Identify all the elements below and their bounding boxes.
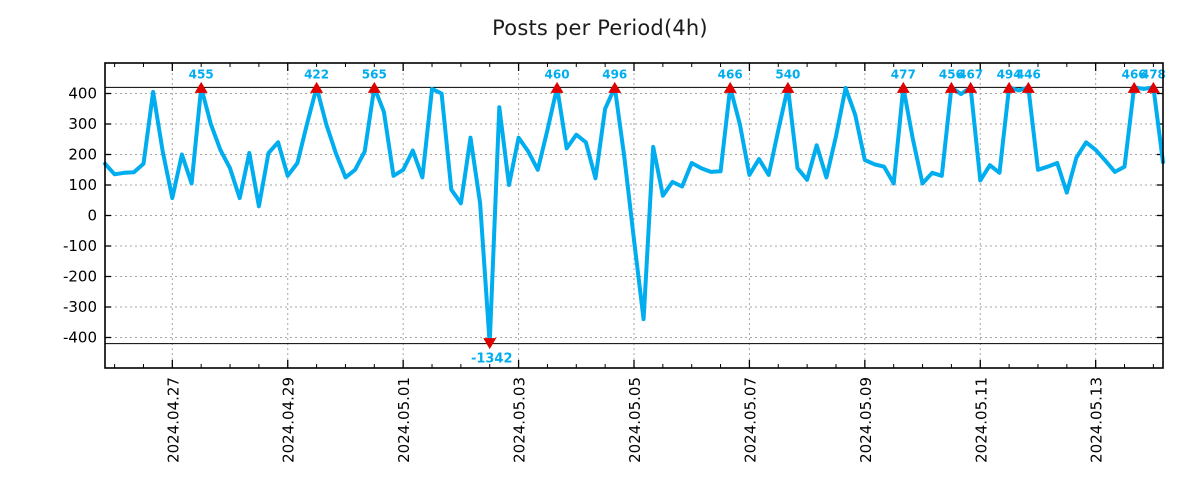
anomaly-label: 456 [939,67,964,81]
x-tick-label: 2024.05.09 [857,377,875,463]
y-tick-label: 200 [68,146,97,164]
y-tick-label: -100 [63,237,97,255]
y-tick-label: -300 [63,298,97,316]
anomaly-marker-up [608,81,622,93]
y-tick-label: 300 [68,115,97,133]
anomaly-label: -1342 [471,352,513,367]
x-tick-label: 2024.04.29 [280,377,298,463]
anomaly-marker-up [367,81,381,93]
x-tick-label: 2024.05.13 [1088,377,1106,463]
x-tick-label: 2024.05.03 [511,377,529,463]
y-tick-label: -200 [63,268,97,286]
anomaly-label: 446 [1016,67,1041,81]
anomaly-marker-up [723,81,737,93]
anomaly-marker-up [1002,81,1016,93]
anomaly-marker-up [896,81,910,93]
x-tick-label: 2024.04.27 [164,377,182,463]
anomaly-label: 565 [362,67,387,81]
x-tick-label: 2024.05.11 [972,377,990,463]
anomaly-marker-up [1146,81,1160,93]
x-tick-label: 2024.05.05 [626,377,644,463]
anomaly-marker-up [1127,81,1141,93]
anomaly-label: 466 [1122,67,1147,81]
x-tick-label: 2024.05.01 [395,377,413,463]
anomaly-label: 455 [189,67,214,81]
y-tick-label: 100 [68,176,97,194]
anomaly-label: 496 [602,67,627,81]
anomaly-marker-up [1021,81,1035,93]
anomaly-label: 467 [958,67,983,81]
anomaly-marker-up [550,81,564,93]
anomaly-marker-up [944,81,958,93]
y-tick-label: -400 [63,329,97,347]
anomaly-marker-up [781,81,795,93]
anomaly-label: 540 [775,67,800,81]
x-tick-label: 2024.05.07 [741,377,759,463]
anomaly-marker-down [483,338,497,350]
anomaly-marker-up [194,81,208,93]
series-line [103,85,1165,346]
anomaly-label: 466 [718,67,743,81]
anomaly-marker-up [964,81,978,93]
anomaly-label: 477 [891,67,916,81]
anomaly-label: 478 [1141,67,1166,81]
chart-title: Posts per Period(4h) [492,16,708,40]
plot-border [104,62,1164,369]
anomaly-label: 460 [545,67,570,81]
anomaly-label: 494 [997,67,1022,81]
anomaly-label: 422 [304,67,329,81]
anomaly-marker-up [310,81,324,93]
y-tick-label: 0 [87,207,97,225]
y-tick-label: 400 [68,85,97,103]
